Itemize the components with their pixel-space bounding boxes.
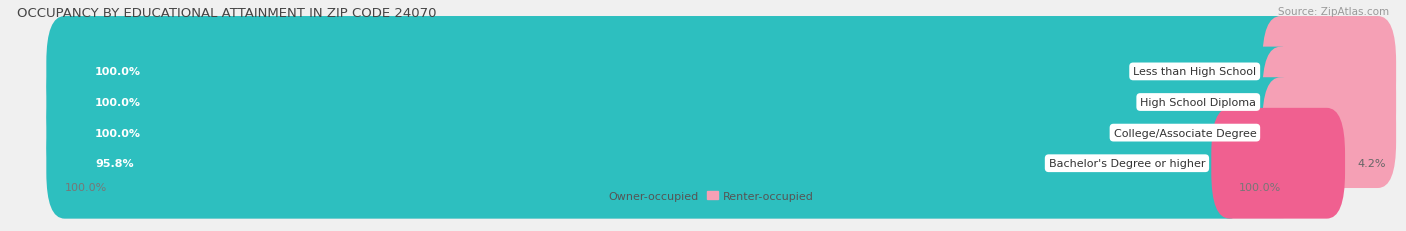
Legend: Owner-occupied, Renter-occupied: Owner-occupied, Renter-occupied <box>592 191 814 201</box>
FancyBboxPatch shape <box>1263 17 1396 127</box>
FancyBboxPatch shape <box>1263 47 1396 158</box>
Text: College/Associate Degree: College/Associate Degree <box>1114 128 1257 138</box>
Text: 100.0%: 100.0% <box>96 97 141 108</box>
FancyBboxPatch shape <box>46 17 1299 127</box>
FancyBboxPatch shape <box>46 108 1247 219</box>
Text: Source: ZipAtlas.com: Source: ZipAtlas.com <box>1278 7 1389 17</box>
FancyBboxPatch shape <box>1212 108 1346 219</box>
FancyBboxPatch shape <box>46 47 1299 158</box>
FancyBboxPatch shape <box>46 47 1299 158</box>
Text: 4.2%: 4.2% <box>1357 158 1386 168</box>
FancyBboxPatch shape <box>46 78 1299 188</box>
Text: 100.0%: 100.0% <box>96 128 141 138</box>
Text: 100.0%: 100.0% <box>1239 182 1281 192</box>
Text: High School Diploma: High School Diploma <box>1140 97 1257 108</box>
FancyBboxPatch shape <box>46 108 1299 219</box>
Text: 100.0%: 100.0% <box>65 182 107 192</box>
Text: Bachelor's Degree or higher: Bachelor's Degree or higher <box>1049 158 1205 168</box>
FancyBboxPatch shape <box>1263 78 1396 188</box>
Text: Less than High School: Less than High School <box>1133 67 1257 77</box>
Text: 100.0%: 100.0% <box>96 67 141 77</box>
Text: OCCUPANCY BY EDUCATIONAL ATTAINMENT IN ZIP CODE 24070: OCCUPANCY BY EDUCATIONAL ATTAINMENT IN Z… <box>17 7 436 20</box>
Text: 95.8%: 95.8% <box>96 158 134 168</box>
FancyBboxPatch shape <box>46 17 1299 127</box>
FancyBboxPatch shape <box>46 78 1299 188</box>
